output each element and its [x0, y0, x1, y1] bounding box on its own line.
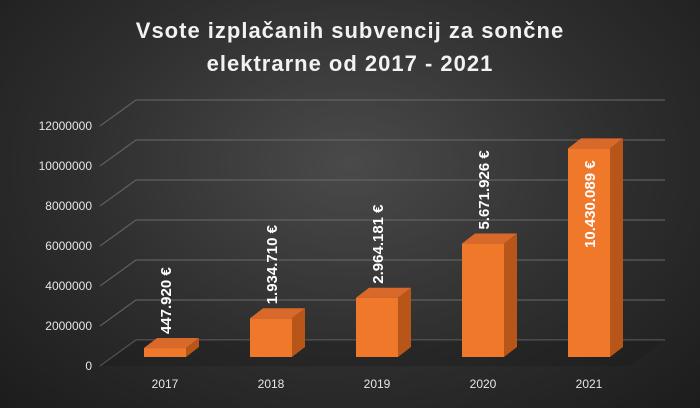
bar-2019 — [356, 287, 411, 357]
bar-front — [356, 297, 398, 357]
y-tick-label: 12000000 — [39, 119, 93, 133]
bar-front — [144, 348, 186, 357]
x-tick-label: 2017 — [152, 377, 179, 391]
x-axis-ticks: 2017 2018 2019 2020 2021 — [152, 377, 603, 391]
x-tick-label: 2018 — [258, 377, 285, 391]
gridline — [99, 139, 665, 167]
y-tick-label: 8000000 — [45, 199, 92, 213]
y-tick-label: 6000000 — [45, 239, 92, 253]
bar-2017 — [144, 338, 199, 357]
x-tick-label: 2019 — [364, 377, 391, 391]
x-tick-label: 2020 — [470, 377, 497, 391]
gridline — [99, 179, 665, 207]
data-labels: 447.920 € 1.934.710 € 2.964.181 € 5.671.926… — [158, 150, 599, 334]
gridline — [99, 219, 665, 247]
y-tick-label: 4000000 — [45, 279, 92, 293]
bar-side — [292, 308, 305, 357]
y-tick-label: 0 — [85, 359, 92, 373]
bar-front — [568, 148, 610, 357]
bar-front — [250, 318, 292, 357]
data-label: 2.964.181 € — [370, 204, 387, 284]
chart-title-line-1: Vsote izplačanih subvencij za sončne — [135, 18, 565, 43]
gridline — [99, 99, 665, 127]
bar-top — [462, 233, 517, 244]
bar-top — [568, 138, 623, 149]
bar-side — [186, 338, 199, 357]
bar-front — [462, 243, 504, 357]
chart-title: Vsote izplačanih subvencij za sončne ele… — [0, 14, 700, 80]
y-axis-ticks: 0 2000000 4000000 6000000 8000000 10000000 120… — [39, 119, 93, 373]
bar-top — [250, 308, 305, 319]
bar-side — [398, 287, 411, 357]
data-label: 447.920 € — [158, 267, 175, 334]
bar-top — [144, 338, 199, 349]
bar-top — [356, 287, 411, 298]
bar-2021 — [568, 138, 623, 357]
bar-2018 — [250, 308, 305, 357]
chart-title-line-2: elektrarne od 2017 - 2021 — [206, 51, 494, 76]
data-label: 1.934.710 € — [264, 224, 281, 304]
bars — [144, 138, 623, 357]
bar-side — [504, 233, 517, 357]
data-label: 5.671.926 € — [476, 150, 493, 230]
data-label: 10.430.089 € — [582, 160, 599, 248]
y-tick-label: 10000000 — [39, 159, 93, 173]
x-tick-label: 2021 — [576, 377, 603, 391]
y-tick-label: 2000000 — [45, 319, 92, 333]
bar-2020 — [462, 233, 517, 357]
bar-side — [610, 138, 623, 357]
